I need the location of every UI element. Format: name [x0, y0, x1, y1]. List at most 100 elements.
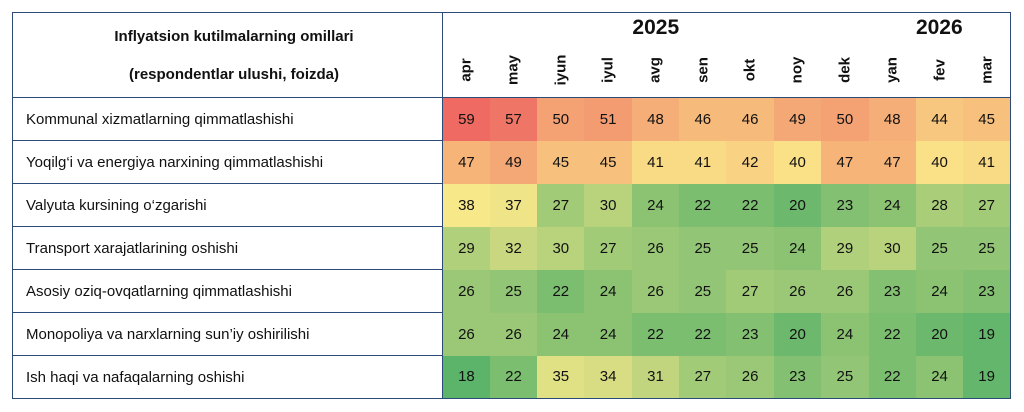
heatmap-cell: 51 — [584, 97, 632, 141]
heatmap-cell: 27 — [963, 183, 1012, 227]
month-label: fev — [931, 58, 949, 81]
heatmap-cell: 26 — [442, 312, 490, 356]
heatmap-cell: 23 — [868, 269, 916, 313]
heatmap-cell: 50 — [821, 97, 869, 141]
heatmap-cell: 25 — [679, 269, 727, 313]
month-header-okt: okt — [726, 42, 774, 98]
heatmap-cell: 22 — [537, 269, 585, 313]
heatmap-cell: 40 — [773, 140, 822, 184]
table-row: Valyuta kursining o‘zgarishi 38 37 27 30 24 22… — [12, 183, 1012, 227]
heatmap-cell: 47 — [821, 140, 869, 184]
heatmap-cell: 26 — [726, 355, 774, 399]
heatmap-cell: 26 — [489, 312, 538, 356]
month-label: okt — [741, 58, 759, 82]
heatmap-cell: 34 — [584, 355, 632, 399]
heatmap-cell: 22 — [631, 312, 680, 356]
heatmap-cell: 48 — [868, 97, 916, 141]
month-header-sen: sen — [679, 42, 727, 98]
heatmap-cell: 24 — [821, 312, 869, 356]
heatmap-cell: 22 — [868, 355, 916, 399]
table-subtitle: (respondentlar ulushi, foizda) — [128, 66, 339, 83]
heatmap-cell: 38 — [442, 183, 490, 227]
heatmap-cell: 46 — [726, 97, 774, 141]
heatmap-cell: 28 — [915, 183, 964, 227]
row-label: Valyuta kursining o‘zgarishi — [12, 183, 443, 227]
heatmap-cell: 42 — [726, 140, 774, 184]
heatmap-cell: 25 — [726, 226, 774, 270]
month-header-may: may — [489, 42, 538, 98]
month-label: may — [504, 54, 522, 85]
heatmap-cell: 22 — [489, 355, 538, 399]
heatmap-cell: 24 — [868, 183, 916, 227]
heatmap-cell: 31 — [631, 355, 680, 399]
row-label: Kommunal xizmatlarning qimmatlashishi — [12, 97, 443, 141]
row-label: Ish haqi va nafaqalarning oshishi — [12, 355, 443, 399]
heatmap-cell: 25 — [915, 226, 964, 270]
heatmap-cell: 25 — [679, 226, 727, 270]
heatmap-cell: 26 — [442, 269, 490, 313]
month-header-avg: avg — [631, 42, 680, 98]
month-label: sen — [694, 56, 712, 83]
heatmap-cell: 25 — [489, 269, 538, 313]
heatmap-cell: 45 — [537, 140, 585, 184]
heatmap-cell: 30 — [584, 183, 632, 227]
heatmap-cell: 24 — [631, 183, 680, 227]
heatmap-cell: 24 — [773, 226, 822, 270]
year-header-2026: 2026 — [868, 12, 1012, 43]
heatmap-cell: 49 — [773, 97, 822, 141]
row-label: Transport xarajatlarining oshishi — [12, 226, 443, 270]
month-label: apr — [457, 58, 475, 82]
heatmap-cell: 23 — [726, 312, 774, 356]
heatmap-cell: 26 — [821, 269, 869, 313]
table-row: Monopoliya va narxlarning sun’iy oshiril… — [12, 312, 1012, 356]
heatmap-cell: 24 — [584, 269, 632, 313]
heatmap-cell: 22 — [679, 183, 727, 227]
heatmap-cell: 50 — [537, 97, 585, 141]
heatmap-cell: 22 — [726, 183, 774, 227]
heatmap-cell: 24 — [915, 269, 964, 313]
heatmap-cell: 24 — [584, 312, 632, 356]
month-label: iyul — [599, 56, 617, 83]
heatmap-cell: 29 — [442, 226, 490, 270]
heatmap-cell: 30 — [868, 226, 916, 270]
heatmap-cell: 23 — [963, 269, 1012, 313]
heatmap-cell: 27 — [537, 183, 585, 227]
month-header-apr: apr — [442, 42, 490, 98]
heatmap-cell: 20 — [915, 312, 964, 356]
heatmap-cell: 22 — [679, 312, 727, 356]
month-label: yan — [883, 56, 901, 83]
heatmap-cell: 41 — [631, 140, 680, 184]
heatmap-cell: 47 — [442, 140, 490, 184]
heatmap-cell: 45 — [584, 140, 632, 184]
row-label: Asosiy oziq-ovqatlarning qimmatlashishi — [12, 269, 443, 313]
heatmap-cell: 30 — [537, 226, 585, 270]
table-header-cell: Inflyatsion kutilmalarning omillari (res… — [12, 12, 443, 98]
heatmap-cell: 49 — [489, 140, 538, 184]
heatmap-cell: 59 — [442, 97, 490, 141]
heatmap-cell: 37 — [489, 183, 538, 227]
year-header-2025: 2025 — [442, 12, 869, 43]
heatmap-cell: 19 — [963, 312, 1012, 356]
row-label: Monopoliya va narxlarning sun’iy oshiril… — [12, 312, 443, 356]
heatmap-cell: 45 — [963, 97, 1012, 141]
heatmap-cell: 23 — [773, 355, 822, 399]
table-row: Transport xarajatlarining oshishi 29 32 30 2… — [12, 226, 1012, 270]
heatmap-cell: 19 — [963, 355, 1012, 399]
table-row: Asosiy oziq-ovqatlarning qimmatlashishi 2… — [12, 269, 1012, 313]
month-header-dek: dek — [821, 42, 869, 98]
heatmap-cell: 41 — [963, 140, 1012, 184]
heatmap-cell: 20 — [773, 312, 822, 356]
heatmap-cell: 57 — [489, 97, 538, 141]
row-label: Yoqilg‘i va energiya narxining qimmatlas… — [12, 140, 443, 184]
table-row: Ish haqi va nafaqalarning oshishi 18 22 35 3… — [12, 355, 1012, 399]
month-label: iyun — [552, 54, 570, 86]
month-label: dek — [836, 56, 854, 83]
heatmap-cell: 41 — [679, 140, 727, 184]
heatmap-cell: 25 — [963, 226, 1012, 270]
heatmap-cell: 24 — [915, 355, 964, 399]
table-title: Inflyatsion kutilmalarning omillari — [114, 28, 354, 45]
month-label: mar — [978, 55, 996, 84]
inflation-factors-heatmap: Inflyatsion kutilmalarning omillari (res… — [12, 12, 1012, 399]
heatmap-cell: 26 — [631, 269, 680, 313]
month-label: noy — [788, 56, 806, 84]
